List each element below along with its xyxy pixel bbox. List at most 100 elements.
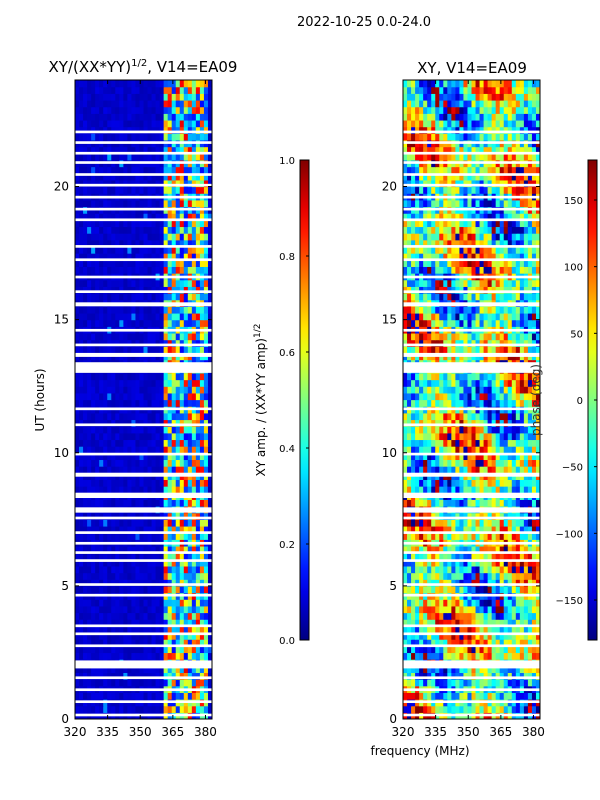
phase-flag-band — [403, 173, 540, 176]
phase-title: XY, V14=EA09 — [417, 59, 527, 77]
amplitude-colorbar-tick-label: 0.0 — [279, 636, 295, 647]
phase-colorbar-tick-label: −50 — [562, 463, 583, 474]
phase-flag-band — [403, 183, 540, 187]
frequency-axis-label: frequency (MHz) — [370, 744, 469, 758]
amplitude-colorbar-gradient — [300, 160, 309, 640]
phase-colorbar: 150 100 50 0 −50 −100 −150 phase (deg) — [529, 159, 598, 641]
phase-cells — [403, 80, 540, 719]
amplitude-axes-frame — [74, 79, 213, 720]
phase-flag-band — [403, 644, 540, 648]
phase-colorbar-tick-label: 150 — [564, 196, 583, 207]
phase-flag-band — [403, 423, 540, 427]
phase-x-tick-label: 365 — [489, 725, 512, 739]
phase-colorbar-label: phase (deg) — [529, 364, 543, 436]
phase-flag-band — [403, 218, 540, 222]
phase-flag-band — [403, 472, 540, 477]
amplitude-colorbar-tick-label: 0.4 — [279, 444, 295, 455]
phase-flag-band — [403, 207, 540, 211]
amp-x-tick-label: 320 — [64, 725, 87, 739]
phase-y-tick-label: 20 — [382, 180, 397, 194]
phase-flag-band — [403, 161, 540, 164]
phase-y-tick-label: 15 — [382, 313, 397, 327]
phase-panel: XY, V14=EA09 320 335 350 365 380 0 5 10 15 20 — [382, 59, 545, 739]
amp-flag-band — [75, 407, 212, 411]
amp-flag-band — [75, 141, 212, 144]
amp-flag-band — [75, 660, 212, 669]
phase-flag-band — [403, 362, 540, 373]
phase-flag-band — [403, 541, 540, 545]
phase-flag-band — [403, 343, 540, 347]
amp-flag-band — [75, 559, 212, 562]
phase-flag-band — [403, 258, 540, 262]
phase-axes-frame — [402, 79, 541, 720]
phase-flag-band — [403, 275, 540, 279]
amp-flag-band — [75, 583, 212, 586]
amp-flag-band — [75, 423, 212, 427]
amp-y-tick-label: 15 — [54, 313, 69, 327]
phase-colorbar-tick-label: −100 — [556, 529, 583, 540]
phase-x-tick-label: 335 — [424, 725, 447, 739]
amp-flag-band — [75, 207, 212, 211]
amplitude-colorbar-tick-label: 1.0 — [279, 156, 295, 167]
ut-axis-label: UT (hours) — [33, 368, 47, 431]
amp-flag-band — [75, 151, 212, 155]
amp-flag-band — [75, 507, 212, 513]
figure-suptitle: 2022-10-25 0.0-24.0 — [297, 15, 431, 30]
phase-y-tick-label: 10 — [382, 446, 397, 460]
amplitude-colorbar-label: XY amp. / (XX*YY amp)1/2 — [253, 324, 268, 477]
phase-flag-band — [403, 302, 540, 307]
amplitude-colorbar: 0.0 0.2 0.4 0.6 0.8 1.0 XY amp. / (XX*YY amp)… — [253, 156, 310, 647]
phase-colorbar-ticks: 150 100 50 0 −50 −100 −150 — [556, 196, 597, 607]
amp-flag-band — [75, 452, 212, 456]
amp-flag-band — [75, 700, 212, 704]
amp-flag-band — [75, 218, 212, 222]
phase-flag-band — [403, 660, 540, 669]
phase-y-tick-label: 5 — [389, 579, 397, 593]
phase-x-tick-label: 380 — [522, 725, 545, 739]
amp-y-tick-label: 10 — [54, 446, 69, 460]
amp-flag-band — [75, 541, 212, 545]
amp-flag-band — [75, 492, 212, 499]
phase-flag-band — [403, 531, 540, 534]
phase-y-ticks: 0 5 10 15 20 — [382, 180, 540, 726]
phase-flag-band — [403, 516, 540, 520]
amp-cells — [75, 80, 212, 719]
phase-flag-band — [403, 583, 540, 586]
phase-colorbar-gradient — [588, 160, 597, 640]
phase-flag-band — [403, 688, 540, 692]
amp-y-tick-label: 5 — [61, 579, 69, 593]
amp-flag-band — [75, 352, 212, 357]
amp-flag-band — [75, 516, 212, 520]
phase-x-tick-label: 320 — [392, 725, 415, 739]
amplitude-colorbar-ticks: 0.0 0.2 0.4 0.6 0.8 1.0 — [279, 156, 309, 647]
phase-flag-band — [403, 700, 540, 704]
phase-x-tick-label: 350 — [457, 725, 480, 739]
amp-flag-band — [75, 258, 212, 262]
phase-x-ticks: 320 335 350 365 380 — [392, 80, 545, 739]
amp-flag-band — [75, 688, 212, 692]
phase-flag-band — [403, 551, 540, 554]
amp-flag-band — [75, 195, 212, 199]
phase-flag-band — [403, 328, 540, 332]
phase-flag-band — [403, 151, 540, 155]
amp-flag-band — [75, 275, 212, 279]
amp-flag-band — [75, 245, 212, 248]
amplitude-colorbar-frame — [299, 159, 310, 641]
phase-flag-band — [403, 290, 540, 293]
amp-x-tick-label: 335 — [96, 725, 119, 739]
amp-flag-band — [75, 713, 212, 717]
phase-flag-band — [403, 452, 540, 456]
phase-colorbar-tick-label: 50 — [570, 329, 583, 340]
amp-flag-band — [75, 472, 212, 477]
phase-flag-band — [403, 195, 540, 199]
amp-flag-band — [75, 173, 212, 176]
phase-y-tick-label: 0 — [389, 712, 397, 726]
amplitude-colorbar-tick-label: 0.6 — [279, 348, 295, 359]
amp-flag-band — [75, 290, 212, 293]
amplitude-colorbar-tick-label: 0.8 — [279, 252, 295, 263]
amp-x-tick-label: 365 — [161, 725, 184, 739]
amp-flag-band — [75, 632, 212, 636]
phase-flag-band — [403, 632, 540, 636]
amp-flag-band — [75, 551, 212, 554]
